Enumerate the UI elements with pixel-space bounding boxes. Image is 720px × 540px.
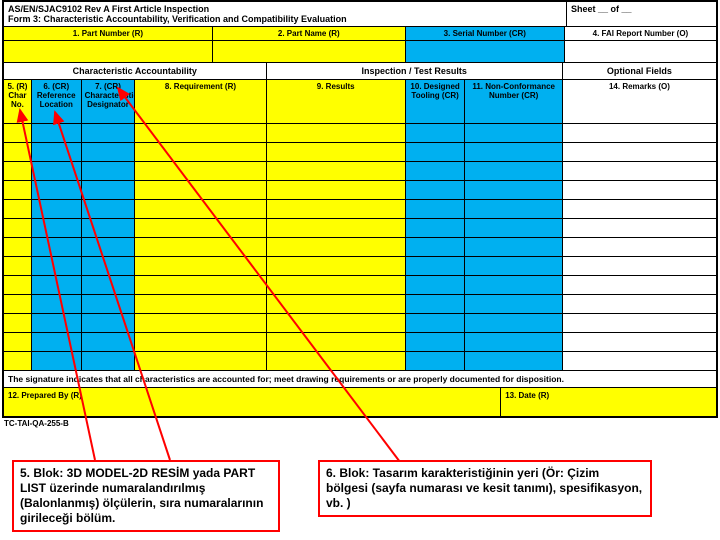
col-ref-loc: 6. (CR) Reference Location [32,80,82,123]
column-headers: 5. (R) Char No. 6. (CR) Reference Locati… [4,80,716,124]
part-info-blank [4,41,716,63]
section-results: Inspection / Test Results [267,63,563,79]
table-row [4,333,716,352]
fai-form-3: AS/EN/SJAC9102 Rev A First Article Inspe… [2,0,718,418]
table-row [4,352,716,371]
doc-reference: TC-TAI-QA-255-B [0,418,720,429]
table-row [4,219,716,238]
prepared-by: 12. Prepared By (R) [4,388,501,416]
table-row [4,181,716,200]
data-rows [4,124,716,371]
col-requirement: 8. Requirement (R) [135,80,266,123]
section-optional: Optional Fields [563,63,716,79]
form-title-1: AS/EN/SJAC9102 Rev A First Article Inspe… [8,4,562,14]
annotation-block-6: 6. Blok: Tasarım karakteristiğinin yeri … [318,460,652,517]
table-row [4,276,716,295]
col-tooling: 10. Designed Tooling (CR) [406,80,466,123]
table-row [4,143,716,162]
section-headers: Characteristic Accountability Inspection… [4,63,716,80]
footer-row: 12. Prepared By (R) 13. Date (R) [4,388,716,416]
table-row [4,124,716,143]
section-accountability: Characteristic Accountability [4,63,267,79]
col-part-name: 2. Part Name (R) [213,27,406,40]
signature-statement: The signature indicates that all charact… [4,371,716,388]
table-row [4,295,716,314]
col-char-desig: 7. (CR) Characteristic Designator [82,80,136,123]
col-fai-report: 4. FAI Report Number (O) [565,27,716,40]
col-serial-number: 3. Serial Number (CR) [406,27,565,40]
form-header: AS/EN/SJAC9102 Rev A First Article Inspe… [4,2,716,27]
table-row [4,257,716,276]
col-results: 9. Results [267,80,406,123]
table-row [4,238,716,257]
col-nonconf: 11. Non-Conformance Number (CR) [465,80,562,123]
sheet-of: Sheet __ of __ [566,2,716,26]
form-title-2: Form 3: Characteristic Accountability, V… [8,14,562,24]
part-info-row: 1. Part Number (R) 2. Part Name (R) 3. S… [4,27,716,41]
annotation-block-5: 5. Blok: 3D MODEL-2D RESİM yada PART LIS… [12,460,280,532]
table-row [4,162,716,181]
date-field: 13. Date (R) [501,388,716,416]
col-char-no: 5. (R) Char No. [4,80,32,123]
col-part-number: 1. Part Number (R) [4,27,213,40]
table-row [4,314,716,333]
table-row [4,200,716,219]
col-remarks: 14. Remarks (O) [563,80,716,123]
